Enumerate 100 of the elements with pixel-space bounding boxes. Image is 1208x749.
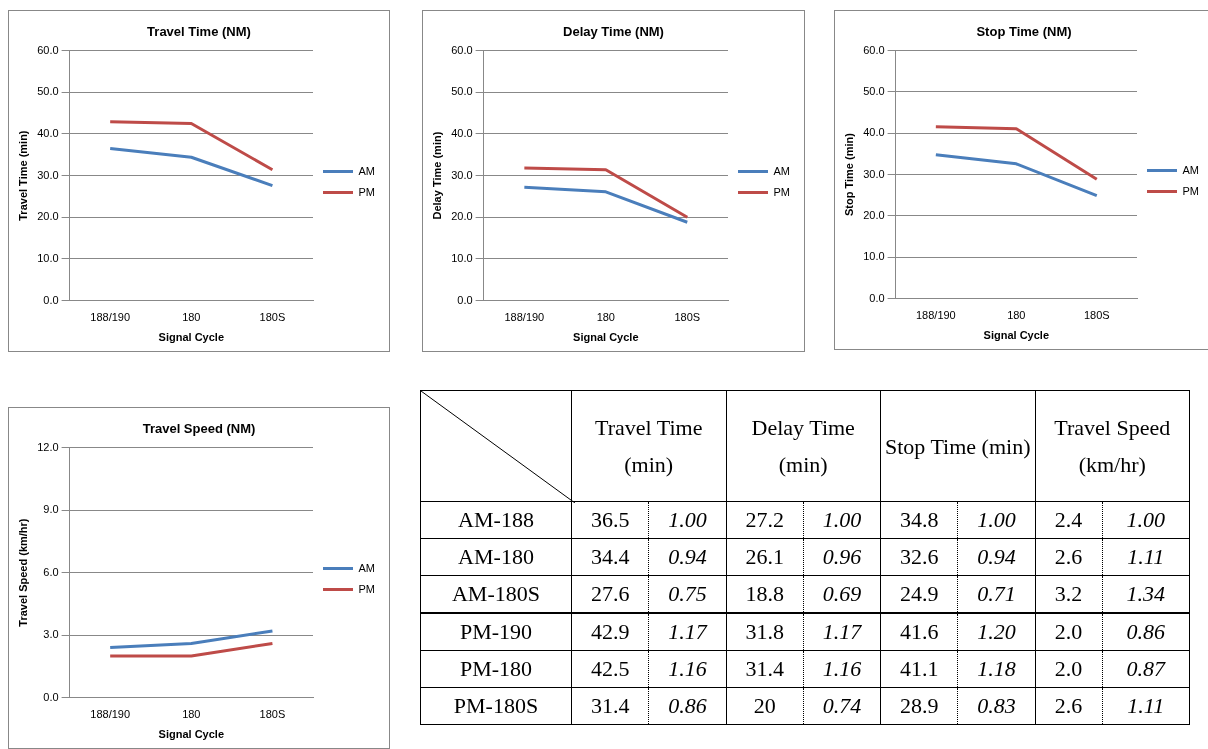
y-tick-label: 0.0: [457, 293, 473, 306]
text: 31.4: [590, 693, 630, 718]
text: 0.74: [822, 693, 862, 718]
text: 0.75: [668, 581, 707, 606]
x-tick-label: 188/190: [915, 309, 956, 322]
text: 2.6: [1054, 544, 1083, 569]
legend-label: PM: [358, 185, 375, 198]
x-tick-label: 180: [182, 311, 201, 324]
text: 41.1: [899, 656, 939, 681]
chart-title: Travel Time (NM): [147, 24, 251, 40]
text: 0.87: [1126, 656, 1166, 681]
text: 2.0: [1054, 619, 1083, 644]
text: 42.9: [590, 619, 630, 644]
y-tick-label: 20.0: [863, 208, 885, 221]
y-tick-label: 6.0: [43, 565, 59, 578]
chart-title: Stop Time (NM): [976, 24, 1072, 40]
x-tick-label: 180S: [674, 311, 701, 324]
y-tick-label: 10.0: [37, 251, 59, 264]
text: 2.0: [1054, 656, 1083, 681]
legend-label: AM: [358, 561, 375, 574]
text: 0.83: [977, 693, 1016, 718]
y-tick-label: 20.0: [451, 210, 473, 223]
category-label: Travel Time (min): [571, 390, 726, 502]
text: 1.11: [1127, 544, 1165, 569]
text: 1.16: [668, 656, 707, 681]
y-tick-label: 40.0: [451, 126, 473, 139]
y-tick-label: 30.0: [37, 168, 59, 181]
legend-label: AM: [773, 164, 790, 177]
category-label: PM-180S: [453, 693, 539, 718]
y-axis-title: Stop Time (min): [842, 132, 855, 217]
y-axis-title: Delay Time (min): [430, 131, 443, 220]
y-tick-label: 40.0: [863, 126, 885, 139]
category-label: Travel Speed (km/hr): [1035, 390, 1190, 502]
text: 31.8: [745, 619, 784, 644]
text: 0.71: [977, 581, 1016, 606]
text: 2.4: [1054, 507, 1083, 532]
y-tick-label: 60.0: [451, 43, 473, 56]
y-tick-label: 12.0: [37, 440, 59, 453]
y-tick-label: 3.0: [43, 628, 59, 641]
text: 1.17: [822, 619, 862, 644]
y-tick-label: 0.0: [869, 291, 885, 304]
category-label: Delay Time (min): [726, 390, 881, 502]
category-label: AM-188: [458, 507, 534, 532]
legend-label: PM: [773, 185, 790, 198]
text: 36.5: [590, 507, 630, 532]
x-tick-label: 180S: [1083, 309, 1110, 322]
category-label: AM-180S: [451, 581, 540, 606]
y-tick-label: 50.0: [863, 84, 885, 97]
text: 1.00: [822, 507, 862, 532]
legend-label: AM: [1182, 163, 1199, 176]
text: 1.16: [822, 656, 862, 681]
text: 1.00: [977, 507, 1016, 532]
text: 0.69: [822, 581, 862, 606]
x-tick-label: 180: [596, 311, 615, 324]
text: 34.8: [899, 507, 939, 532]
text: 42.5: [590, 656, 630, 681]
text: 27.6: [590, 581, 630, 606]
text: 27.2: [745, 507, 784, 532]
text: 34.4: [590, 544, 630, 569]
text: 26.1: [745, 544, 784, 569]
chart-title: Delay Time (NM): [563, 24, 664, 40]
text: 0.94: [668, 544, 707, 569]
text: 0.94: [977, 544, 1016, 569]
y-axis-title: Travel Time (min): [16, 130, 29, 221]
y-tick-label: 40.0: [37, 126, 59, 139]
text: 3.2: [1054, 581, 1083, 606]
y-tick-label: 10.0: [863, 250, 885, 263]
x-tick-label: 188/190: [90, 311, 131, 324]
text: 1.00: [668, 507, 707, 532]
text: 0.96: [822, 544, 862, 569]
text: 20: [753, 693, 776, 718]
category-label: Stop Time (min): [880, 390, 1035, 502]
text: 1.34: [1126, 581, 1166, 606]
x-tick-label: 180: [1007, 309, 1026, 322]
x-tick-label: 180S: [259, 311, 286, 324]
y-tick-label: 60.0: [37, 43, 59, 56]
y-tick-label: 50.0: [451, 85, 473, 98]
text: 41.6: [899, 619, 939, 644]
text: 1.11: [1127, 693, 1165, 718]
category-label: PM-180: [459, 656, 533, 681]
x-tick-label: 180: [182, 708, 201, 721]
text: 0.86: [668, 693, 707, 718]
x-tick-label: 188/190: [90, 708, 131, 721]
text: 28.9: [899, 693, 939, 718]
x-tick-label: 188/190: [504, 311, 545, 324]
x-axis-title: Signal Cycle: [158, 728, 225, 741]
text: 0.86: [1126, 619, 1166, 644]
text: 18.8: [745, 581, 784, 606]
legend-label: PM: [358, 582, 375, 595]
text: 1.20: [977, 619, 1016, 644]
category-label: PM-190: [459, 619, 533, 644]
text: 31.4: [745, 656, 784, 681]
x-axis-title: Signal Cycle: [983, 329, 1050, 342]
text: 1.00: [1126, 507, 1166, 532]
category-label: AM-180: [458, 544, 534, 569]
y-tick-label: 10.0: [451, 251, 473, 264]
legend-label: AM: [358, 164, 375, 177]
y-tick-label: 50.0: [37, 85, 59, 98]
y-tick-label: 30.0: [451, 168, 473, 181]
text: 24.9: [899, 581, 939, 606]
